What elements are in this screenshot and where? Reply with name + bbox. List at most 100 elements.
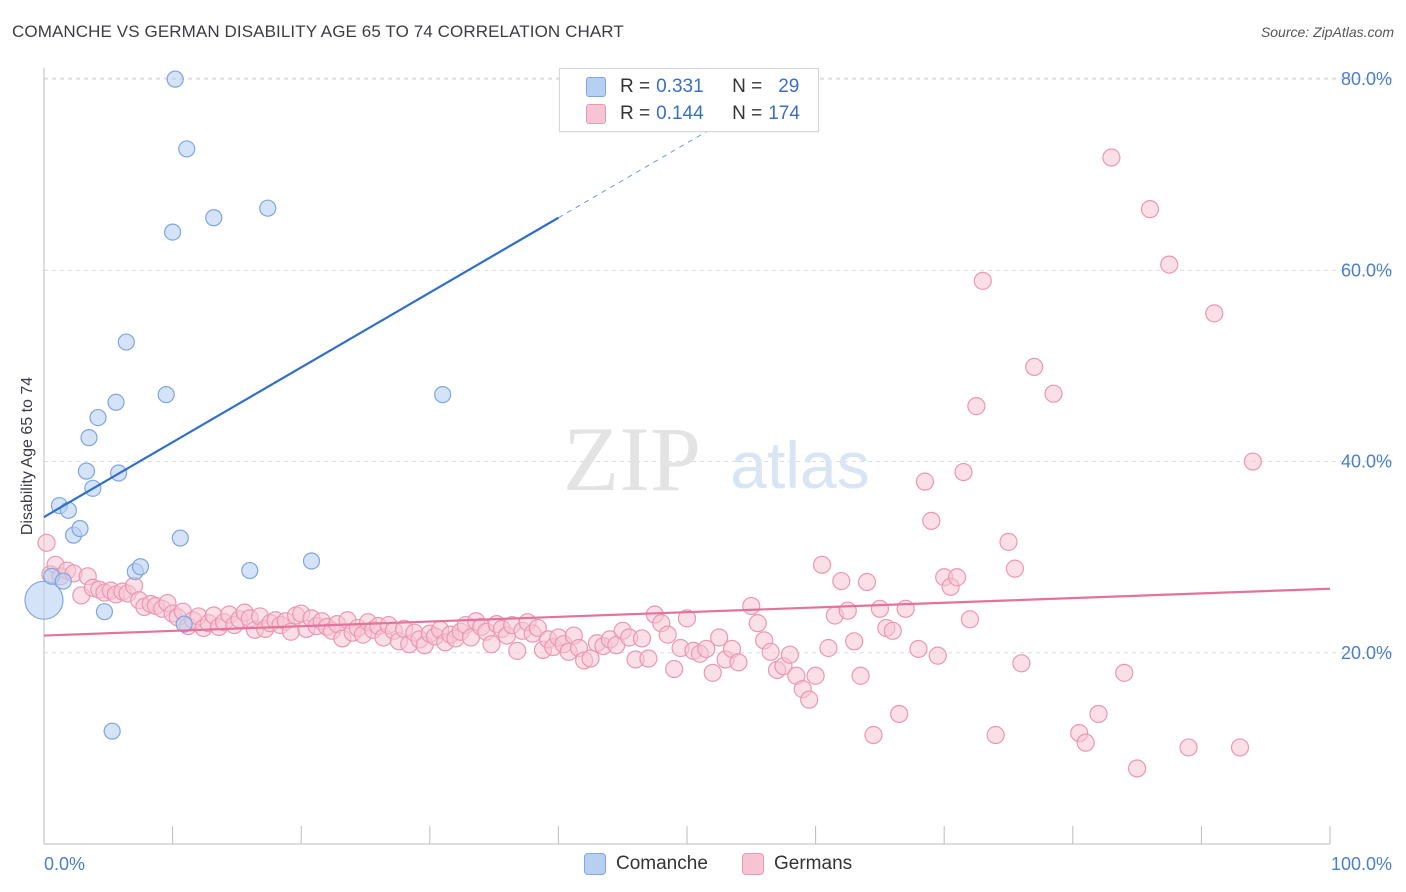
germans-point <box>973 271 992 290</box>
germans-point <box>845 632 864 651</box>
germans-point <box>665 659 684 679</box>
n-value: 29 <box>778 76 800 97</box>
r-value: 0.331 <box>656 76 704 97</box>
legend-row-comanche: R = 0.331 N = 29 <box>586 74 799 100</box>
germans-point <box>909 639 928 659</box>
germans-point <box>639 649 658 668</box>
y-tick-label: 80.0% <box>1341 69 1392 89</box>
x-tick-label-max: 100.0% <box>1331 854 1392 874</box>
germans-point <box>819 638 838 658</box>
germans-point <box>632 629 652 648</box>
germans-point <box>729 653 748 672</box>
germans-point <box>806 666 825 685</box>
germans-legend-label: Germans <box>774 853 853 874</box>
germans-point <box>800 690 819 709</box>
n-label: N = <box>732 103 763 124</box>
comanche-legend-swatch <box>584 853 606 875</box>
correlation-legend: R = 0.331 N = 29 R = 0.144 N = 174 <box>559 68 819 132</box>
germans-trend-line <box>43 587 1331 637</box>
n-label: N = <box>732 76 763 97</box>
germans-point <box>528 618 547 638</box>
germans-point <box>748 614 767 633</box>
germans-point <box>1140 200 1160 219</box>
comanche-point <box>77 462 96 480</box>
germans-point <box>870 599 890 618</box>
germans-point <box>896 599 915 618</box>
germans-point <box>1025 357 1044 377</box>
chart-title: COMANCHE VS GERMAN DISABILITY AGE 65 TO … <box>12 22 624 41</box>
comanche-point <box>178 140 196 158</box>
axes <box>43 68 1331 845</box>
y-tick-label: 60.0% <box>1341 260 1392 280</box>
y-tick-label: 20.0% <box>1341 643 1392 663</box>
r-label: R = <box>620 103 651 124</box>
bottom-legend-germans: Germans <box>742 850 852 878</box>
germans-point <box>697 639 716 659</box>
comanche-point <box>95 603 114 621</box>
x-tick-label-min: 0.0% <box>44 854 85 874</box>
germans-point <box>986 725 1005 745</box>
germans-point <box>508 641 527 660</box>
comanche-swatch <box>586 77 606 97</box>
germans-point <box>812 555 832 574</box>
comanche-trend-extension <box>558 105 752 219</box>
germans-point <box>947 568 967 587</box>
comanche-points <box>24 70 452 740</box>
comanche-legend-label: Comanche <box>616 853 708 874</box>
comanche-point <box>175 615 193 633</box>
germans-point <box>1005 559 1025 578</box>
germans-point <box>703 663 722 682</box>
germans-point <box>890 704 909 724</box>
comanche-point <box>54 572 72 590</box>
germans-point <box>1115 663 1134 682</box>
r-label: R = <box>620 76 651 97</box>
germans-point <box>1012 654 1031 673</box>
germans-point <box>742 596 761 616</box>
germans-point <box>780 645 799 664</box>
comanche-trend-line <box>43 216 559 518</box>
comanche-point <box>166 70 184 88</box>
germans-point <box>37 533 56 552</box>
germans-point <box>1127 759 1147 778</box>
comanche-point <box>171 529 189 547</box>
source-label: Source: ZipAtlas.com <box>1260 24 1394 40</box>
germans-point <box>928 646 947 665</box>
comanche-point <box>434 386 452 404</box>
germans-point <box>851 666 870 685</box>
bottom-legend-comanche: Comanche <box>584 850 708 878</box>
comanche-point <box>24 580 64 620</box>
comanche-point <box>259 199 277 217</box>
germans-point <box>832 571 851 591</box>
y-tick-label: 40.0% <box>1341 452 1392 472</box>
germans-point <box>954 462 973 482</box>
germans-points <box>37 148 1262 778</box>
comanche-point <box>107 393 125 411</box>
germans-point <box>761 642 780 661</box>
comanche-point <box>80 429 98 447</box>
germans-point <box>1179 738 1198 757</box>
germans-point <box>960 610 980 629</box>
comanche-point <box>241 561 259 580</box>
germans-point <box>581 649 600 668</box>
germans-point <box>999 532 1018 551</box>
germans-point <box>1089 704 1108 724</box>
comanche-point <box>59 501 78 519</box>
comanche-point <box>131 558 150 576</box>
r-value: 0.144 <box>656 103 704 124</box>
legend-row-germans: R = 0.144 N = 174 <box>586 101 800 127</box>
watermark-zip: ZIP <box>563 408 701 510</box>
comanche-point <box>157 386 175 404</box>
germans-point <box>1044 384 1063 403</box>
germans-point <box>838 601 857 620</box>
germans-point <box>883 621 902 640</box>
germans-point <box>857 572 877 592</box>
germans-point <box>1230 738 1250 757</box>
germans-point <box>1243 452 1262 471</box>
comanche-point <box>71 519 89 538</box>
germans-point <box>1160 255 1179 274</box>
germans-point <box>922 511 941 530</box>
germans-point <box>710 628 729 647</box>
comanche-point <box>302 552 321 570</box>
y-axis-title: Disability Age 65 to 74 <box>19 377 36 535</box>
